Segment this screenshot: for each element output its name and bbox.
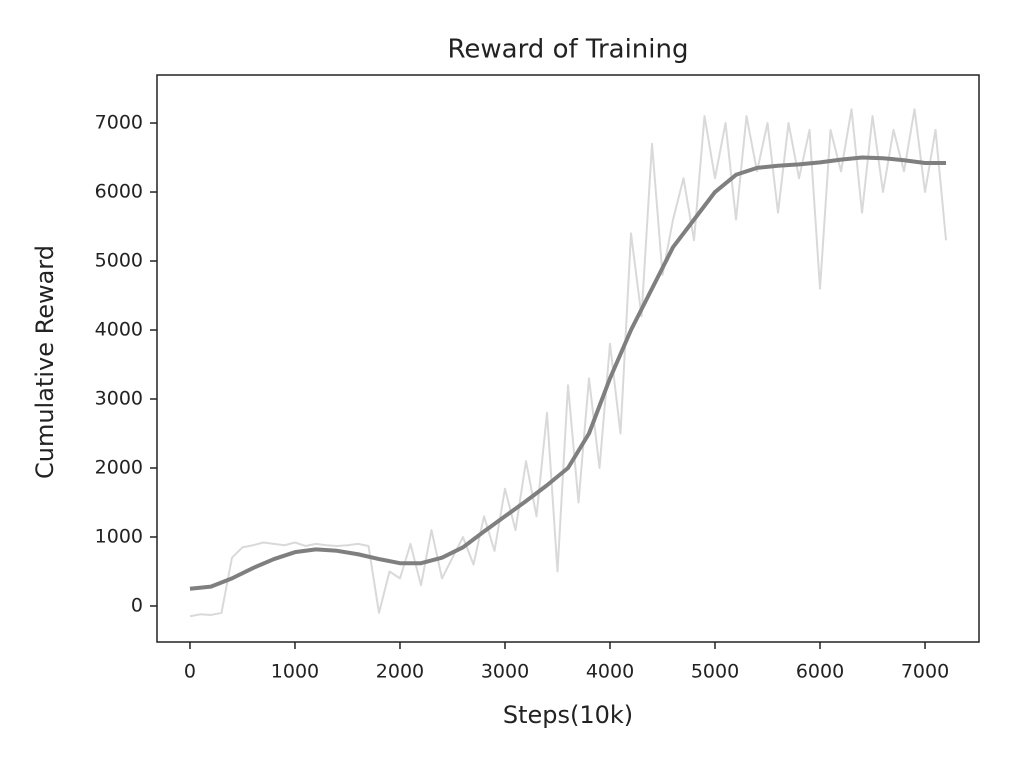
x-tick-label: 6000: [796, 661, 844, 683]
x-axis-label: Steps(10k): [503, 701, 633, 729]
y-tick-label: 2000: [95, 456, 143, 478]
y-tick-label: 4000: [95, 319, 143, 341]
y-tick-label: 3000: [95, 388, 143, 410]
x-tick-label: 5000: [691, 661, 739, 683]
plot-frame: [156, 74, 980, 643]
x-tick-label: 7000: [901, 661, 949, 683]
series-line: [189, 155, 947, 591]
x-tick-label: 0: [184, 661, 196, 683]
y-tick-label: 7000: [95, 112, 143, 134]
x-tick-label: 2000: [376, 661, 424, 683]
y-tick-label: 1000: [95, 525, 143, 547]
x-tick-label: 1000: [271, 661, 319, 683]
y-tick-label: 6000: [95, 181, 143, 203]
y-tick-label: 5000: [95, 250, 143, 272]
x-tick-label: 4000: [586, 661, 634, 683]
series-line: [189, 108, 948, 618]
chart-title: Reward of Training: [447, 35, 688, 65]
x-tick-label: 3000: [481, 661, 529, 683]
y-axis-label: Cumulative Reward: [31, 245, 59, 479]
y-tick-label: 0: [131, 594, 143, 616]
